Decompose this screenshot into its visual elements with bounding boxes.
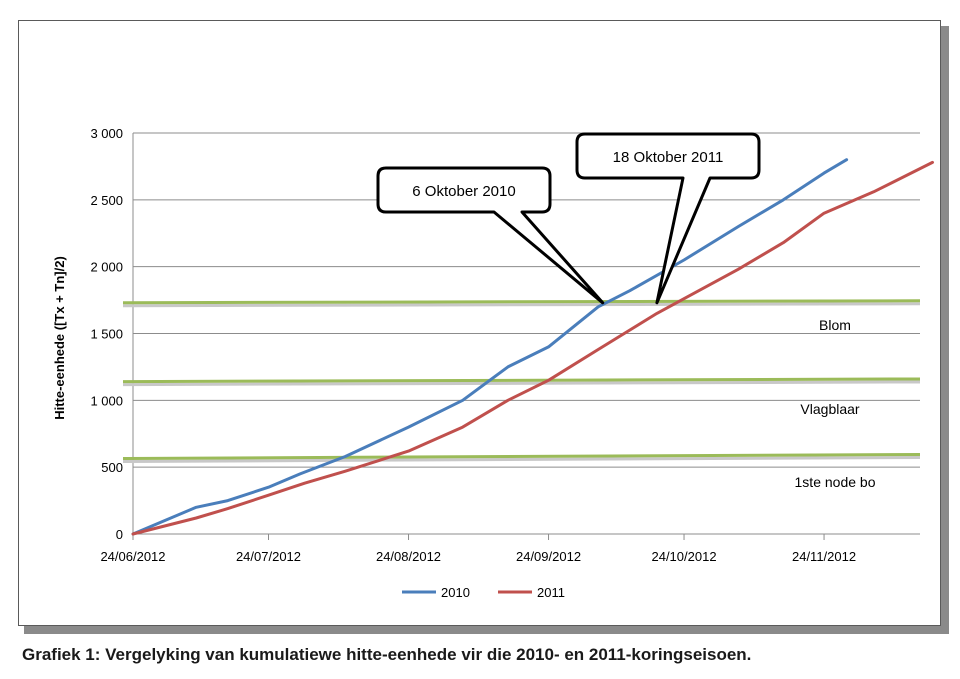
- legend: 2010 2011: [402, 585, 565, 600]
- y-axis-label: Hitte-eenhede ([Tx + Tn]/2): [52, 256, 67, 420]
- reference-line-shadow: [122, 455, 921, 463]
- callout-box: [376, 166, 605, 305]
- callout-text: 6 Oktober 2010: [412, 183, 515, 200]
- reference-line: [122, 299, 921, 305]
- reference-line-label: Blom: [819, 317, 851, 333]
- reference-line: [122, 452, 921, 460]
- series-lines: [131, 158, 934, 536]
- legend-label-2011: 2011: [537, 585, 565, 600]
- figure-caption: Grafiek 1: Vergelyking van kumulatiewe h…: [22, 645, 752, 664]
- series-line-2010: [131, 158, 849, 536]
- x-tick-label: 24/07/2012: [236, 549, 301, 564]
- x-tick-label: 24/11/2012: [792, 549, 856, 564]
- x-tick-label: 24/08/2012: [376, 549, 441, 564]
- reference-line-shadow: [122, 302, 921, 308]
- reference-line: [122, 377, 921, 384]
- callout: 18 Oktober 2011: [575, 132, 761, 305]
- reference-line-shadow: [122, 380, 921, 387]
- reference-line-label: 1ste node bo: [795, 474, 876, 490]
- x-tick-label: 24/09/2012: [516, 549, 581, 564]
- y-tick-label: 1 500: [90, 327, 123, 342]
- reference-lines: 1ste node bo Vlagblaar Blom: [122, 299, 921, 490]
- x-tick-label: 24/10/2012: [651, 549, 716, 564]
- callouts: 6 Oktober 2010 18 Oktober 2011: [376, 132, 761, 305]
- y-tick-label: 500: [101, 460, 123, 475]
- y-tick-label: 2 000: [90, 260, 123, 275]
- reference-line-label: Vlagblaar: [800, 401, 859, 417]
- y-tick-label: 2 500: [90, 193, 123, 208]
- callout-text: 18 Oktober 2011: [613, 149, 724, 166]
- x-tick-label: 24/06/2012: [100, 549, 165, 564]
- y-tick-label: 3 000: [90, 126, 123, 141]
- axes: 0 500 1 000 1 500 2 000 2 500 3 000 24/06/2012 2…: [90, 126, 920, 564]
- y-tick-label: 0: [116, 527, 123, 542]
- callout: 6 Oktober 2010: [376, 166, 605, 305]
- series-line-2011: [131, 160, 934, 536]
- y-tick-label: 1 000: [90, 393, 123, 408]
- callout-box: [575, 132, 761, 305]
- legend-label-2010: 2010: [441, 585, 470, 600]
